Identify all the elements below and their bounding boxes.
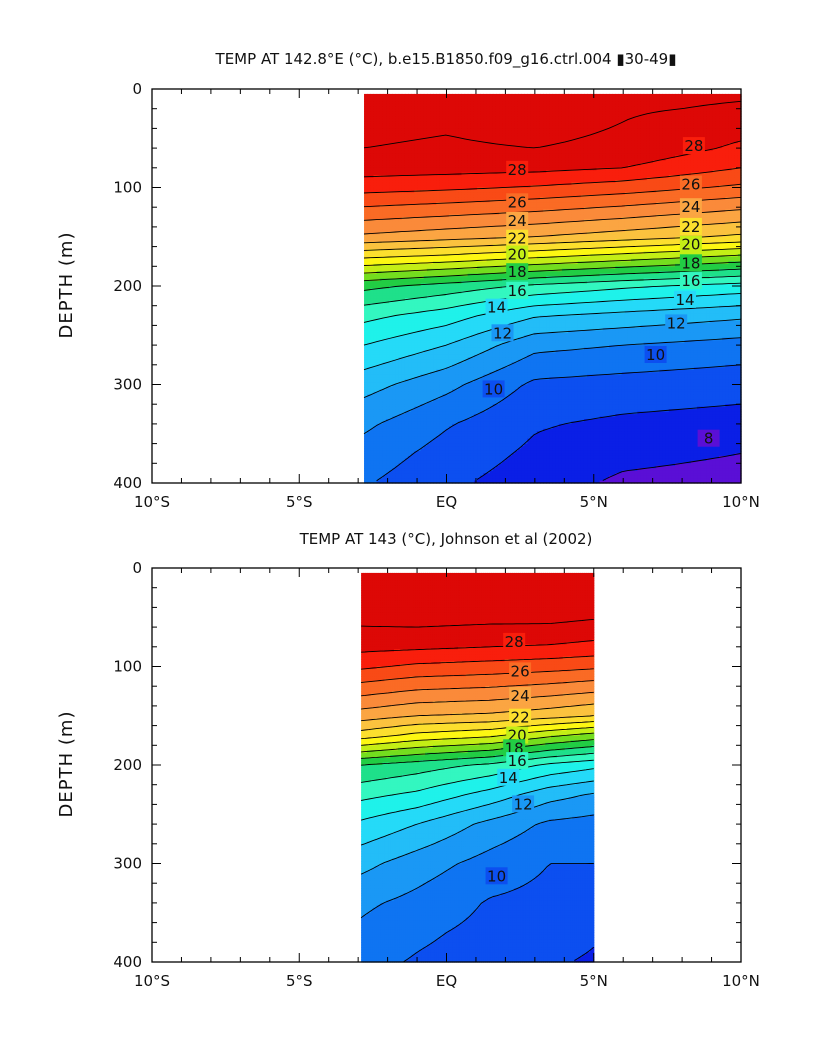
chart-title: TEMP AT 142.8°E (°C), b.e15.B1850.f09_g1… (215, 50, 677, 69)
panel-model: TEMP AT 142.8°E (°C), b.e15.B1850.f09_g1… (56, 50, 760, 511)
y-axis-label: DEPTH (m) (56, 232, 77, 339)
